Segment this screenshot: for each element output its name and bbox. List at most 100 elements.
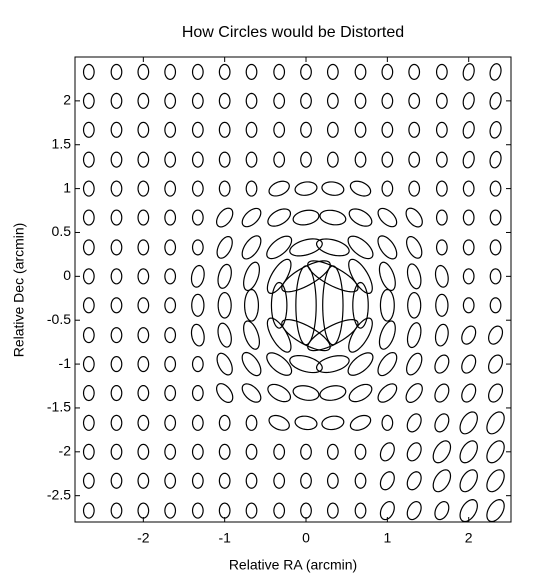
ellipse — [82, 180, 95, 197]
x-tick-label: -2 — [137, 530, 150, 546]
ellipse — [216, 235, 233, 259]
ellipse — [110, 356, 123, 373]
ellipse — [110, 92, 123, 109]
ellipse — [164, 268, 177, 285]
ellipse — [354, 472, 367, 489]
ellipse — [434, 323, 449, 347]
ellipse — [459, 411, 478, 435]
ellipse — [164, 63, 177, 80]
ellipse — [406, 235, 423, 259]
y-tick-label: -1 — [59, 355, 72, 371]
ellipse — [405, 207, 423, 228]
ellipse — [267, 383, 292, 403]
ellipse — [489, 239, 502, 256]
ellipse — [434, 383, 450, 403]
ellipse — [347, 235, 374, 260]
ellipse — [137, 239, 150, 256]
ellipse — [82, 151, 95, 168]
ellipse — [489, 92, 502, 110]
ellipse — [321, 415, 345, 431]
ellipse — [218, 151, 231, 168]
ellipse — [82, 327, 95, 344]
ellipse — [295, 265, 317, 346]
ellipse — [137, 297, 150, 314]
ellipse — [354, 443, 367, 460]
ellipse — [489, 297, 502, 314]
ellipse — [435, 151, 448, 168]
ellipse — [459, 440, 478, 464]
y-tick-label: -2.5 — [47, 486, 71, 502]
ellipse — [435, 180, 448, 197]
ellipse — [245, 121, 258, 138]
ellipse — [292, 385, 320, 401]
ellipse — [110, 63, 123, 80]
ellipse — [406, 352, 423, 376]
ellipse — [326, 121, 339, 138]
ellipse — [326, 151, 339, 168]
ellipse — [348, 383, 373, 403]
ellipse — [300, 502, 312, 519]
ellipse — [273, 151, 286, 168]
ellipse — [459, 499, 478, 523]
ellipse — [164, 472, 177, 489]
ellipse — [406, 442, 422, 462]
x-tick-label: 1 — [383, 530, 391, 546]
ellipse — [217, 322, 232, 348]
ellipse — [434, 501, 450, 521]
ellipse — [435, 92, 448, 109]
ellipse — [266, 317, 292, 353]
ellipse — [407, 291, 422, 319]
ellipse — [218, 92, 231, 109]
ellipse — [379, 471, 395, 491]
ellipse — [461, 354, 477, 374]
ellipse — [82, 63, 95, 80]
ellipse — [435, 293, 449, 317]
ellipse — [486, 440, 505, 464]
ellipse — [137, 209, 150, 226]
ellipse — [243, 261, 260, 292]
ellipse — [406, 413, 422, 433]
ellipse — [377, 351, 398, 377]
ellipse — [245, 92, 258, 109]
ellipse — [349, 180, 372, 197]
ellipse — [294, 415, 318, 431]
ellipse — [243, 288, 260, 322]
ellipse — [110, 327, 123, 344]
ellipse — [268, 180, 290, 197]
ellipse — [82, 356, 95, 373]
ellipse — [461, 325, 477, 345]
ellipse — [300, 121, 312, 138]
ellipse — [218, 63, 231, 80]
ellipse — [191, 414, 204, 431]
ellipse — [82, 414, 95, 431]
ellipse — [217, 263, 232, 289]
ellipse — [435, 121, 448, 138]
ellipse — [191, 472, 204, 489]
ellipse — [326, 443, 339, 460]
ellipse — [82, 239, 95, 256]
ellipse — [489, 209, 502, 226]
ellipse — [191, 502, 204, 519]
ellipse — [319, 209, 347, 226]
ellipse — [218, 502, 231, 519]
ellipse — [281, 260, 331, 293]
ellipse — [137, 151, 150, 168]
ellipse — [326, 502, 339, 519]
ellipse — [245, 414, 258, 431]
ellipse — [378, 261, 396, 292]
ellipse — [82, 268, 95, 285]
ellipse — [486, 411, 505, 435]
ellipse — [110, 239, 123, 256]
ellipse — [377, 207, 398, 228]
ellipse — [164, 239, 177, 256]
ellipse — [489, 121, 502, 139]
ellipse — [294, 181, 318, 196]
ellipse — [218, 180, 231, 197]
ellipse — [347, 352, 374, 376]
ellipse — [408, 92, 421, 109]
ellipse — [408, 151, 421, 168]
ellipse — [406, 322, 422, 349]
ellipse — [489, 180, 502, 197]
ellipse — [191, 180, 204, 197]
